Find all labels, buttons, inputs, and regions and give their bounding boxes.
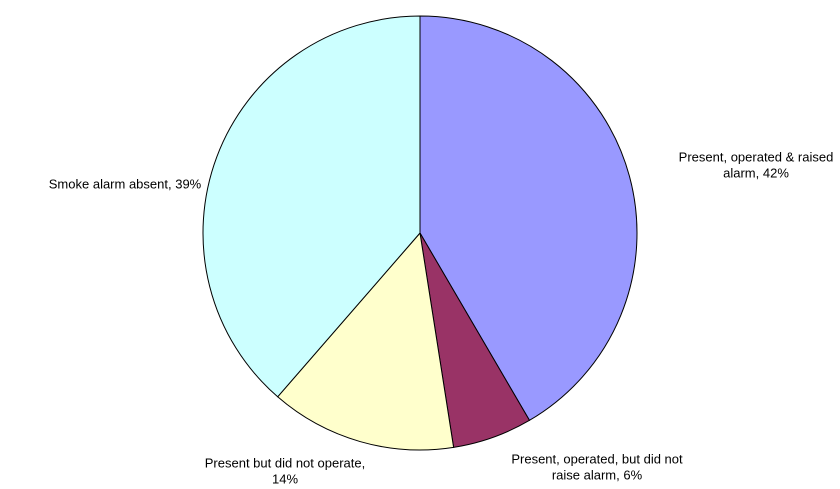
pie-slice: [419, 15, 638, 422]
pie-slice: [202, 15, 421, 398]
slice-label: raise alarm, 6%: [552, 467, 643, 482]
slice-label: Present, operated & raised: [679, 149, 834, 164]
pie-slice: [276, 231, 455, 451]
slice-label: 14%: [272, 471, 298, 486]
slice-label: Smoke alarm absent, 39%: [49, 176, 202, 191]
slice-label: alarm, 42%: [723, 165, 789, 180]
slice-label: Present but did not operate,: [205, 455, 365, 470]
slice-label: Present, operated, but did not: [511, 451, 683, 466]
